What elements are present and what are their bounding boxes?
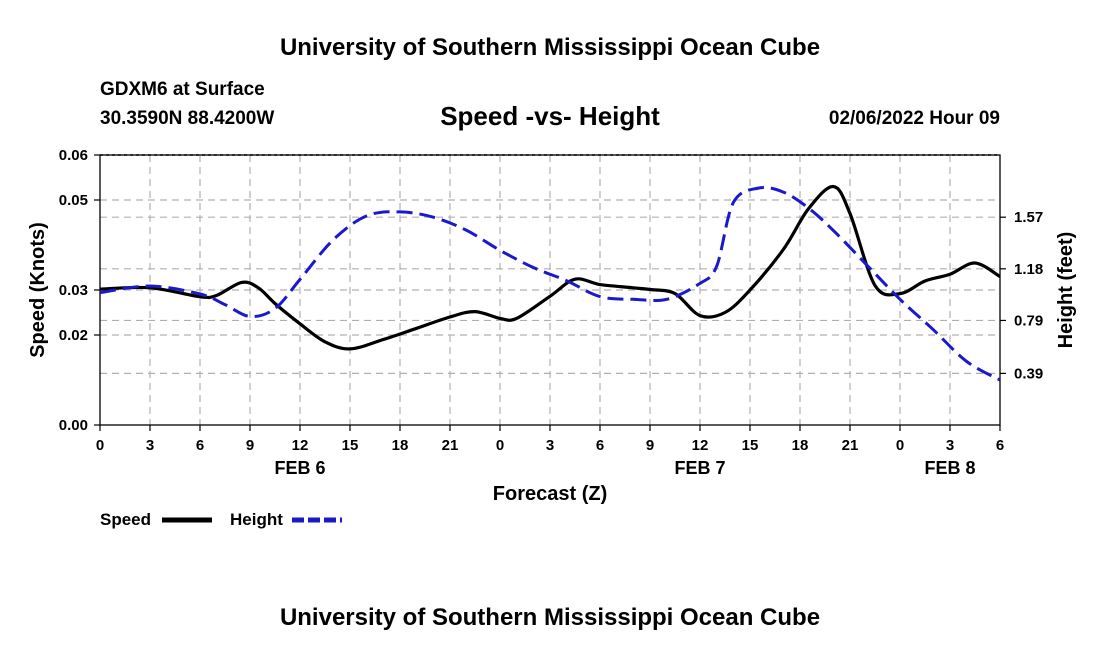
- x-tick-label: 18: [392, 437, 409, 454]
- y2-axis-title: Height (feet): [1055, 232, 1077, 349]
- x-tick-label: 12: [692, 437, 709, 454]
- x-tick-label: 21: [842, 437, 859, 454]
- x-tick-label: 9: [646, 437, 654, 454]
- x-axis-date-labels: FEB 6 FEB 7 FEB 8: [274, 458, 975, 478]
- x-tick-label: 9: [246, 437, 254, 454]
- x-tick-label: 3: [546, 437, 554, 454]
- y2-tick-label: 1.57: [1014, 209, 1043, 226]
- y-tick-label: 0.02: [59, 327, 88, 344]
- legend: Speed Height: [100, 510, 342, 529]
- coords-label: 30.3590N 88.4200W: [100, 108, 274, 129]
- series-line-speed: [99, 184, 1001, 351]
- chart-subtitle: Speed -vs- Height: [440, 101, 660, 131]
- x-tick-label: 18: [792, 437, 809, 454]
- x-tick-label: 6: [596, 437, 604, 454]
- x-tick-label: 3: [146, 437, 154, 454]
- y-axis-title: Speed (Knots): [27, 222, 49, 358]
- x-tick-label: 6: [996, 437, 1004, 454]
- chart-title-bottom: University of Southern Mississippi Ocean…: [280, 604, 820, 631]
- y-tick-label: 0.05: [59, 192, 88, 209]
- y-tick-label: 0.06: [59, 147, 88, 164]
- legend-speed-label: Speed: [100, 510, 151, 529]
- x-tick-label: 15: [742, 437, 759, 454]
- x-tick-label: 15: [342, 437, 359, 454]
- y2-tick-label: 0.39: [1014, 365, 1043, 382]
- y-tick-label: 0.03: [59, 282, 88, 299]
- y-axis-ticks: 0.00 0.02 0.03 0.05 0.06: [59, 147, 100, 434]
- y2-tick-label: 0.79: [1014, 312, 1043, 329]
- x-date-label: FEB 6: [274, 458, 325, 478]
- y2-tick-label: 1.18: [1014, 261, 1043, 278]
- station-label: GDXM6 at Surface: [100, 79, 265, 100]
- x-tick-label: 6: [196, 437, 204, 454]
- x-tick-label: 0: [96, 437, 104, 454]
- series-line-height: [99, 185, 1001, 382]
- grid: [100, 155, 1000, 425]
- x-tick-label: 0: [496, 437, 504, 454]
- x-date-label: FEB 7: [674, 458, 725, 478]
- x-axis-title: Forecast (Z): [493, 483, 607, 505]
- y-tick-label: 0.00: [59, 417, 88, 434]
- datetime-label: 02/06/2022 Hour 09: [829, 108, 1000, 129]
- legend-height-label: Height: [230, 510, 283, 529]
- series-lines: [99, 184, 1001, 382]
- x-tick-label: 21: [442, 437, 459, 454]
- x-tick-label: 0: [896, 437, 904, 454]
- x-tick-label: 3: [946, 437, 954, 454]
- x-date-label: FEB 8: [924, 458, 975, 478]
- x-tick-label: 12: [292, 437, 309, 454]
- y2-axis-ticks: 0.39 0.79 1.18 1.57: [1000, 209, 1043, 382]
- chart-title-top: University of Southern Mississippi Ocean…: [280, 34, 820, 61]
- x-axis-ticks: 0 3 6 9 12 15 18 21 0 3 6 9 12 15 18 21 0 3 6: [96, 425, 1004, 454]
